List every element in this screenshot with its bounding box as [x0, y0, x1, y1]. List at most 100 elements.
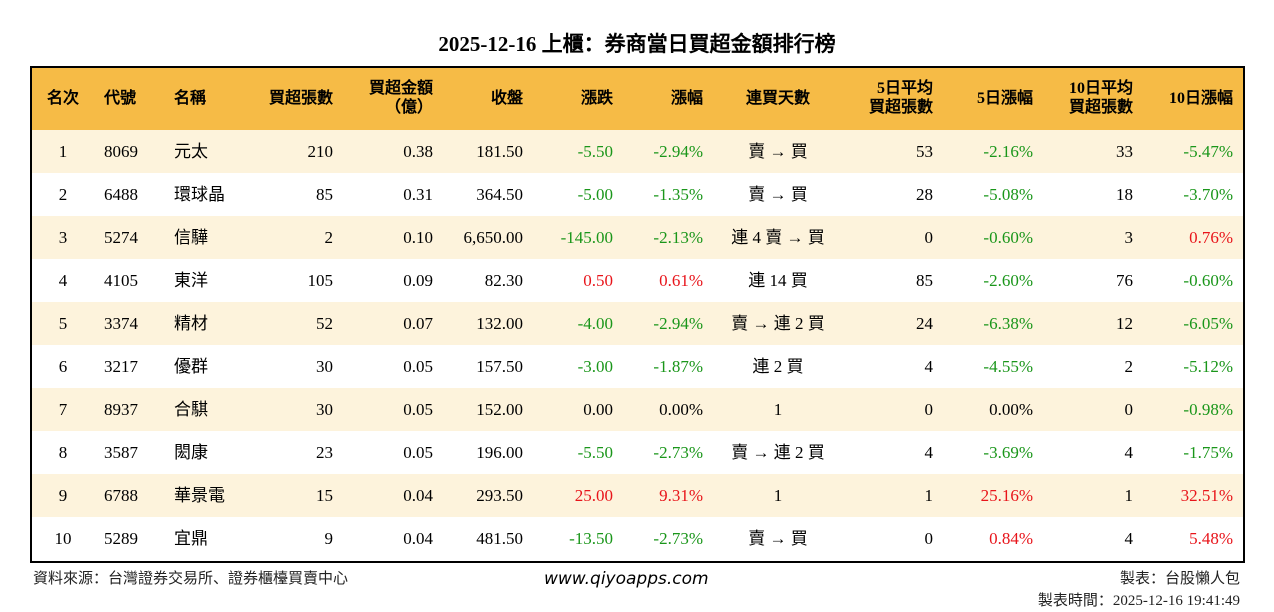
cell: 3587: [104, 443, 138, 462]
column-header: 5日平均: [876, 80, 933, 97]
cell: 連 2 買: [752, 357, 804, 376]
cell: -2.94%: [653, 142, 703, 161]
cell: 28: [916, 185, 933, 204]
cell: 4105: [104, 271, 138, 290]
cell: -3.00: [577, 357, 613, 376]
cell: 0.07: [403, 314, 433, 333]
cell: 85: [916, 271, 933, 290]
column-header: 漲幅: [670, 90, 703, 107]
column-header: 買超張數: [1068, 99, 1133, 116]
cell: 0.04: [403, 529, 433, 548]
cell: 0.61%: [659, 271, 703, 290]
cell: -5.50: [577, 443, 613, 462]
column-header: 5日漲幅: [976, 90, 1033, 107]
cell: 481.50: [476, 529, 523, 548]
cell: 85: [316, 185, 333, 204]
cell: 優群: [174, 357, 208, 376]
cell: 3374: [104, 314, 138, 333]
cell: 連 14 買: [748, 271, 808, 290]
cell: 82.30: [484, 271, 523, 290]
column-header: 名次: [46, 90, 79, 107]
cell: 環球晶: [174, 185, 225, 204]
cell: 1: [773, 400, 783, 419]
cell: 3: [58, 228, 68, 247]
cell: 8: [58, 443, 68, 462]
cell: 1: [1124, 486, 1134, 505]
cell: 2: [58, 185, 68, 204]
cell: 信驊: [174, 228, 208, 247]
row: [32, 302, 1243, 345]
cell: 8937: [104, 400, 138, 419]
cell: 1: [58, 142, 68, 161]
cell: 23: [316, 443, 333, 462]
cell: 0.05: [403, 443, 433, 462]
cell: 12: [1116, 314, 1133, 333]
cell: -3.69%: [983, 443, 1033, 462]
cell: 0: [1124, 400, 1134, 419]
cell: 0.50: [583, 271, 613, 290]
cell: 宜鼎: [174, 529, 208, 548]
cell: 7: [58, 400, 68, 419]
cell: -145.00: [560, 228, 613, 247]
column-header: 買超張數: [868, 99, 933, 116]
row: [32, 130, 1243, 173]
cell: 196.00: [476, 443, 523, 462]
row: [32, 517, 1243, 560]
cell: -4.55%: [983, 357, 1033, 376]
cell: -2.73%: [653, 529, 703, 548]
cell: 0.00%: [659, 400, 703, 419]
column-header: 漲跌: [580, 90, 613, 107]
cell: -5.00: [577, 185, 613, 204]
cell: 4: [924, 357, 934, 376]
cell: 157.50: [476, 357, 523, 376]
cell: 10: [54, 529, 72, 548]
row: [32, 173, 1243, 216]
cell: 25.16%: [980, 486, 1033, 505]
column-header: 連買天數: [745, 90, 810, 107]
column-header: 10日平均: [1068, 80, 1133, 97]
cell: 閎康: [174, 443, 208, 462]
cell: 1: [924, 486, 934, 505]
cell: 18: [1116, 185, 1133, 204]
row: [32, 259, 1243, 302]
cell: 4: [1124, 443, 1134, 462]
cell: 9: [324, 529, 334, 548]
cell: 9.31%: [659, 486, 703, 505]
cell: -0.98%: [1183, 400, 1233, 419]
cell: -5.47%: [1183, 142, 1233, 161]
row: [32, 345, 1243, 388]
cell: 賣 → 連 2 買: [731, 443, 825, 462]
cell: -6.38%: [983, 314, 1033, 333]
cell: 0.04: [403, 486, 433, 505]
cell: -2.94%: [653, 314, 703, 333]
column-header: （億）: [384, 99, 433, 116]
cell: 5.48%: [1189, 529, 1233, 548]
cell: 0: [924, 228, 934, 247]
source: 資料來源：台灣證券交易所、證券櫃檯買賣中心: [33, 571, 349, 587]
cell: 53: [916, 142, 933, 161]
cell: -0.60%: [983, 228, 1033, 247]
cell: 0.05: [403, 357, 433, 376]
title: 2025-12-16 上櫃：券商當日買超金額排行榜: [438, 32, 836, 56]
cell: -1.75%: [1183, 443, 1233, 462]
cell: 33: [1116, 142, 1133, 161]
cell: 30: [316, 400, 333, 419]
cell: 8069: [104, 142, 138, 161]
cell: 3: [1124, 228, 1134, 247]
cell: 東洋: [174, 271, 208, 290]
cell: 5289: [104, 529, 138, 548]
cell: -5.50: [577, 142, 613, 161]
cell: 6788: [104, 486, 138, 505]
cell: 合騏: [174, 400, 208, 419]
cell: 52: [316, 314, 333, 333]
cell: 0.00%: [989, 400, 1033, 419]
cell: 4: [58, 271, 68, 290]
column-header: 名稱: [174, 90, 207, 107]
cell: 76: [1116, 271, 1133, 290]
cell: 4: [924, 443, 934, 462]
cell: 6,650.00: [463, 228, 524, 247]
cell: 賣 → 買: [748, 529, 808, 548]
cell: 4: [1124, 529, 1134, 548]
cell: 132.00: [476, 314, 523, 333]
